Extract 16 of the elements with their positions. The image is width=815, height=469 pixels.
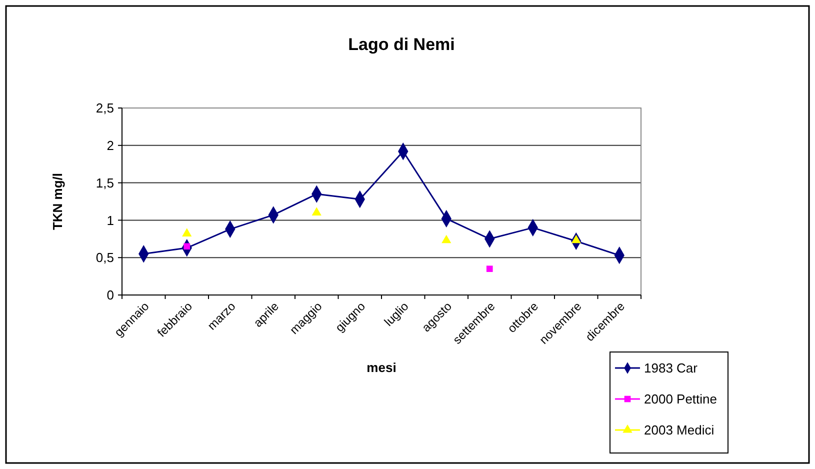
x-axis-title: mesi [366, 360, 396, 375]
point [486, 266, 493, 272]
legend-label: 2003 Medici [644, 422, 714, 438]
y-tick-label: 2,5 [96, 100, 114, 116]
legend-label: 1983 Car [644, 360, 698, 376]
legend-label: 2000 Pettine [644, 392, 718, 407]
point [442, 234, 452, 244]
y-tick-label: 1,5 [96, 175, 114, 190]
y-axis-title: TKN mg/l [50, 172, 65, 230]
chart-title: Lago di Nemi [348, 35, 455, 54]
y-tick-label: 1 [106, 212, 114, 228]
point [182, 228, 192, 236]
y-tick-label: 2 [106, 138, 114, 153]
y-tick-label: 0 [106, 288, 114, 303]
y-tick-label: 0,5 [96, 250, 114, 266]
point [312, 207, 322, 216]
